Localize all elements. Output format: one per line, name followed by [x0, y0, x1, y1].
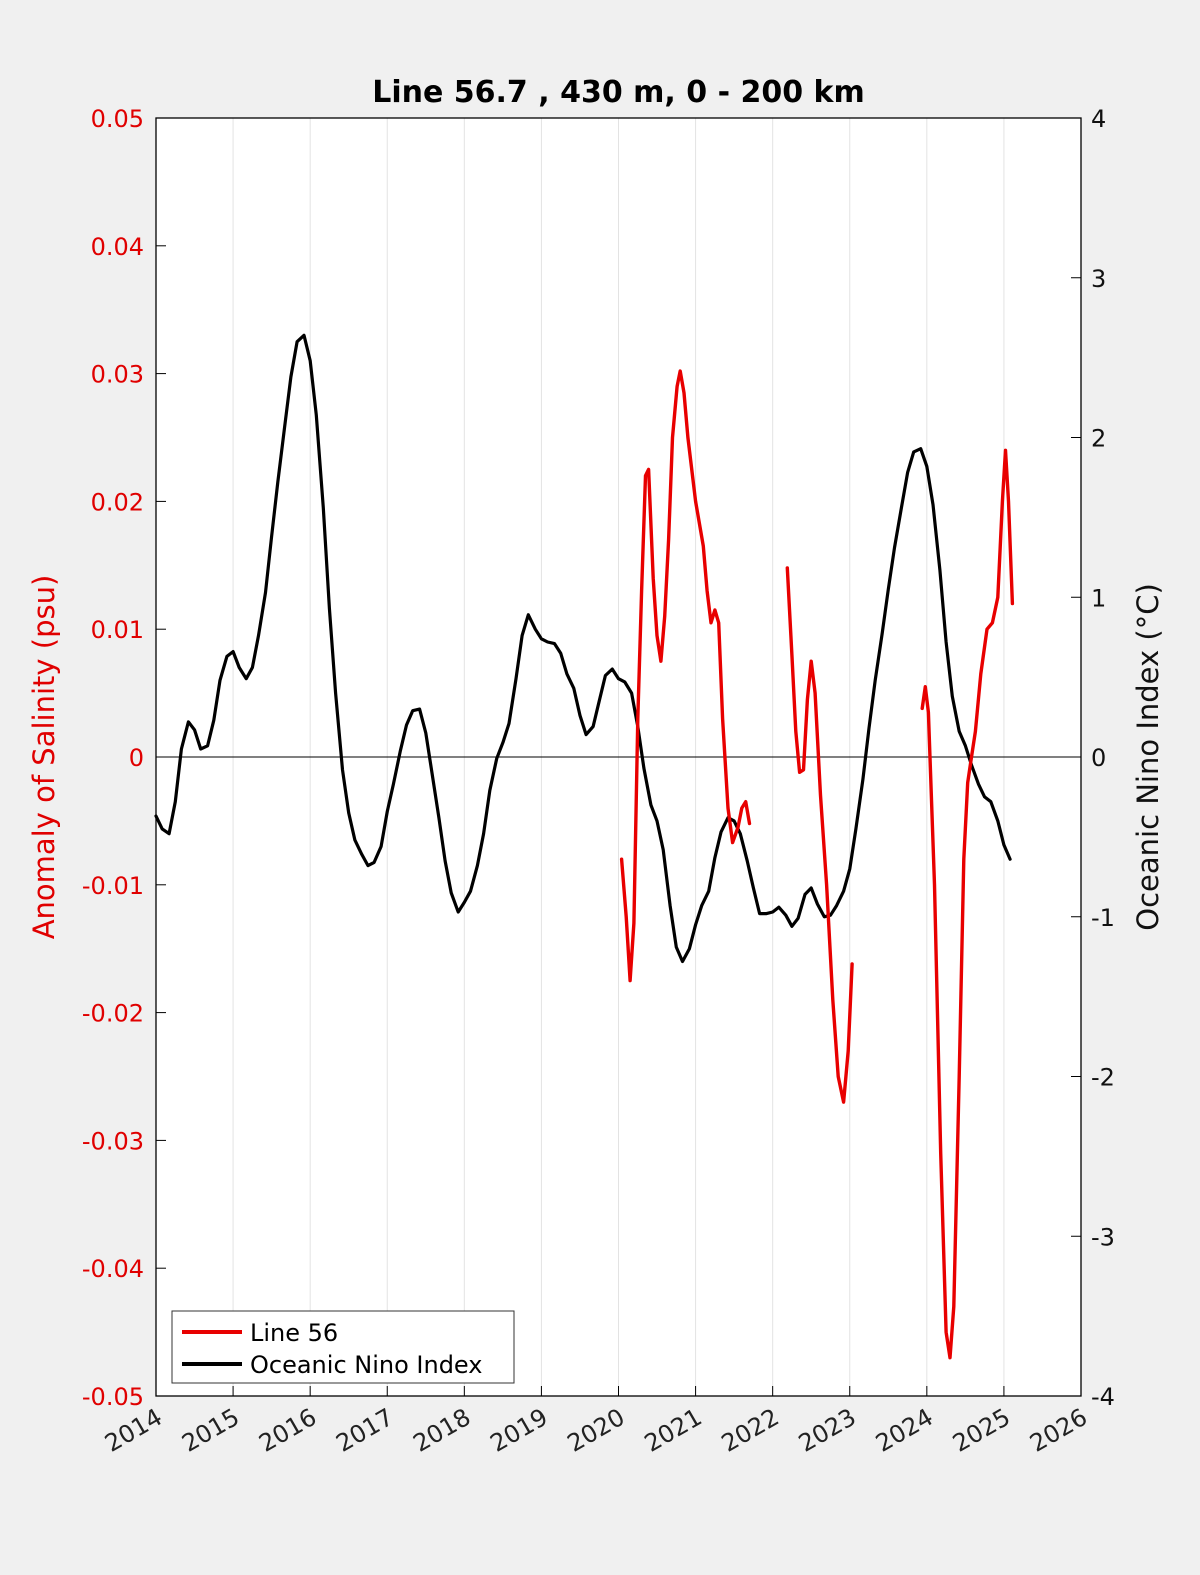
- y-tick-label: 0.02: [91, 488, 144, 516]
- legend-box: [171, 1310, 515, 1384]
- y-tick-label: -0.01: [82, 872, 144, 900]
- y-tick-label: -0.02: [82, 1000, 144, 1028]
- series-line-oni: [154, 333, 1012, 964]
- y2-tick-label: -2: [1091, 1064, 1115, 1092]
- chart-title: Line 56.7 , 430 m, 0 - 200 km: [372, 75, 865, 110]
- y2-tick-label: 0: [1091, 744, 1106, 772]
- series-line-line56-segment: [619, 369, 752, 983]
- series-layer: [154, 333, 1015, 1360]
- y-tick-label: 0.05: [91, 105, 144, 133]
- y-tick-label: -0.03: [82, 1127, 144, 1155]
- y-tick-label: 0.03: [91, 361, 144, 389]
- y2-tick-label: -4: [1091, 1383, 1115, 1411]
- y2-tick-label: 2: [1091, 425, 1106, 453]
- y-axis-label: Anomaly of Salinity (psu): [27, 575, 61, 940]
- y-tick-label: 0: [129, 744, 144, 772]
- y2-axis-label: Oceanic Nino Index (°C): [1131, 583, 1165, 931]
- y-tick-label: -0.04: [82, 1255, 144, 1283]
- legend-label-oni: Oceanic Nino Index: [250, 1351, 482, 1379]
- legend-label-line56: Line 56: [250, 1319, 338, 1347]
- y-tick-label: -0.05: [82, 1383, 144, 1411]
- y-tick-label: 0.04: [91, 233, 144, 261]
- y2-tick-label: -1: [1091, 904, 1115, 932]
- y2-tick-label: 4: [1091, 105, 1106, 133]
- ticks: 2014 2015 2016 2017 2018 2019 2020 2021 2022 2023…: [82, 105, 1115, 1458]
- series-line-line56-segment: [920, 448, 1015, 1360]
- legend: Line 56 Oceanic Nino Index: [171, 1310, 515, 1384]
- y2-tick-label: 3: [1091, 265, 1106, 293]
- y-tick-label: 0.01: [91, 616, 144, 644]
- series-line-line56-segment: [785, 566, 854, 1104]
- y2-tick-label: 1: [1091, 584, 1106, 612]
- y2-tick-label: -3: [1091, 1223, 1115, 1251]
